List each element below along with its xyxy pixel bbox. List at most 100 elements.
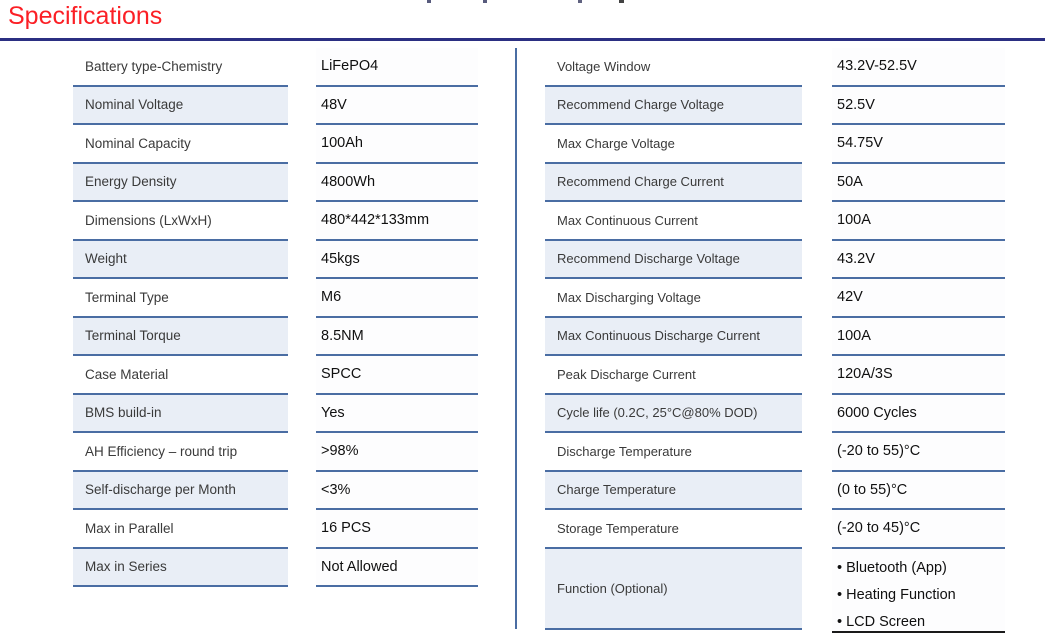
title-underline-rule: [0, 38, 1045, 41]
spec-value: 52.5V: [832, 86, 1005, 125]
spec-label: Max Discharging Voltage: [545, 279, 802, 318]
spec-row: Recommend Charge Voltage 52.5V: [545, 86, 1005, 126]
spec-row: Terminal Torque 8.5NM: [73, 317, 478, 357]
spec-value: 480*442*133mm: [316, 202, 478, 241]
column-gap: [288, 356, 316, 395]
column-gap: [288, 318, 316, 357]
spec-label: Terminal Torque: [73, 317, 288, 356]
spec-value: 43.2V-52.5V: [832, 48, 1005, 87]
column-gap: [288, 241, 316, 280]
spec-value: <3%: [316, 471, 478, 510]
column-gap: [802, 279, 832, 318]
column-gap: [802, 510, 832, 549]
spec-label: Max Continuous Discharge Current: [545, 317, 802, 356]
column-gap: [288, 125, 316, 164]
spec-label: Energy Density: [73, 163, 288, 202]
spec-value: 120A/3S: [832, 356, 1005, 395]
spec-value-line: • Bluetooth (App): [837, 559, 947, 576]
spec-table-right: Voltage Window 43.2V-52.5V Recommend Charg…: [545, 48, 1005, 633]
spec-value: • Bluetooth (App) • Heating Function • LCD…: [832, 548, 1005, 633]
spec-label: Voltage Window: [545, 48, 802, 87]
spec-value: (-20 to 45)°C: [832, 510, 1005, 549]
spec-value-line: • Heating Function: [837, 586, 956, 603]
spec-table-left: Battery type-Chemistry LiFePO4 Nominal Vol…: [73, 48, 478, 587]
spec-value: 16 PCS: [316, 510, 478, 549]
spec-value: 100A: [832, 202, 1005, 241]
spec-row: Weight 45kgs: [73, 240, 478, 280]
spec-row: Cycle life (0.2C, 25°C@80% DOD) 6000 Cycl…: [545, 394, 1005, 434]
column-gap: [288, 202, 316, 241]
spec-row: Max Continuous Discharge Current 100A: [545, 317, 1005, 357]
cropped-text-artifact: [619, 0, 624, 3]
spec-value: 4800Wh: [316, 163, 478, 202]
spec-row: Terminal Type M6: [73, 279, 478, 318]
column-gap: [802, 125, 832, 164]
spec-value: 100Ah: [316, 125, 478, 164]
spec-value: 45kgs: [316, 240, 478, 279]
spec-row: Max Charge Voltage 54.75V: [545, 125, 1005, 164]
spec-label: Discharge Temperature: [545, 433, 802, 472]
spec-value-line: • LCD Screen: [837, 613, 926, 630]
spec-label: Recommend Discharge Voltage: [545, 240, 802, 279]
column-gap: [288, 472, 316, 511]
spec-value: (-20 to 55)°C: [832, 433, 1005, 472]
spec-row: Battery type-Chemistry LiFePO4: [73, 48, 478, 87]
column-gap: [802, 318, 832, 357]
spec-label: Max in Series: [73, 548, 288, 587]
spec-row: AH Efficiency – round trip >98%: [73, 433, 478, 472]
column-gap: [288, 48, 316, 87]
spec-label: Nominal Capacity: [73, 125, 288, 164]
spec-row: Recommend Charge Current 50A: [545, 163, 1005, 202]
spec-row: Energy Density 4800Wh: [73, 163, 478, 203]
spec-value: SPCC: [316, 356, 478, 395]
spec-row: Recommend Discharge Voltage 43.2V: [545, 240, 1005, 280]
spec-value: LiFePO4: [316, 48, 478, 87]
spec-row: BMS build-in Yes: [73, 394, 478, 434]
cropped-text-artifact: [578, 0, 582, 3]
spec-label: Cycle life (0.2C, 25°C@80% DOD): [545, 394, 802, 433]
column-gap: [288, 279, 316, 318]
spec-label: BMS build-in: [73, 394, 288, 433]
spec-value: 6000 Cycles: [832, 394, 1005, 433]
spec-value: 48V: [316, 86, 478, 125]
spec-value: 100A: [832, 317, 1005, 356]
column-gap: [288, 395, 316, 434]
spec-row: Storage Temperature (-20 to 45)°C: [545, 510, 1005, 549]
spec-label: Nominal Voltage: [73, 86, 288, 125]
column-gap: [802, 48, 832, 87]
spec-value: 8.5NM: [316, 317, 478, 356]
spec-label: Storage Temperature: [545, 510, 802, 549]
spec-label: AH Efficiency – round trip: [73, 433, 288, 472]
spec-label: Case Material: [73, 356, 288, 395]
column-gap: [802, 87, 832, 126]
column-gap: [802, 549, 832, 630]
spec-label: Recommend Charge Current: [545, 163, 802, 202]
column-gap: [288, 433, 316, 472]
spec-row: Max Continuous Current 100A: [545, 202, 1005, 241]
spec-label: Max Charge Voltage: [545, 125, 802, 164]
column-gap: [288, 164, 316, 203]
column-divider-line: [515, 48, 517, 629]
cropped-text-artifact: [483, 0, 487, 3]
spec-value: 43.2V: [832, 240, 1005, 279]
spec-label: Battery type-Chemistry: [73, 48, 288, 87]
spec-label: Max Continuous Current: [545, 202, 802, 241]
page-title: Specifications: [8, 2, 163, 30]
spec-row: Self-discharge per Month <3%: [73, 471, 478, 511]
column-gap: [288, 549, 316, 588]
spec-value: 50A: [832, 163, 1005, 202]
spec-label: Peak Discharge Current: [545, 356, 802, 395]
spec-row: Voltage Window 43.2V-52.5V: [545, 48, 1005, 87]
spec-row: Max in Parallel 16 PCS: [73, 510, 478, 549]
spec-value: Yes: [316, 394, 478, 433]
column-gap: [802, 395, 832, 434]
column-gap: [802, 433, 832, 472]
spec-row: Max in Series Not Allowed: [73, 548, 478, 588]
spec-label: Weight: [73, 240, 288, 279]
column-gap: [802, 202, 832, 241]
spec-value: 54.75V: [832, 125, 1005, 164]
spec-label: Function (Optional): [545, 548, 802, 630]
column-gap: [802, 241, 832, 280]
spec-value: >98%: [316, 433, 478, 472]
column-gap: [802, 472, 832, 511]
